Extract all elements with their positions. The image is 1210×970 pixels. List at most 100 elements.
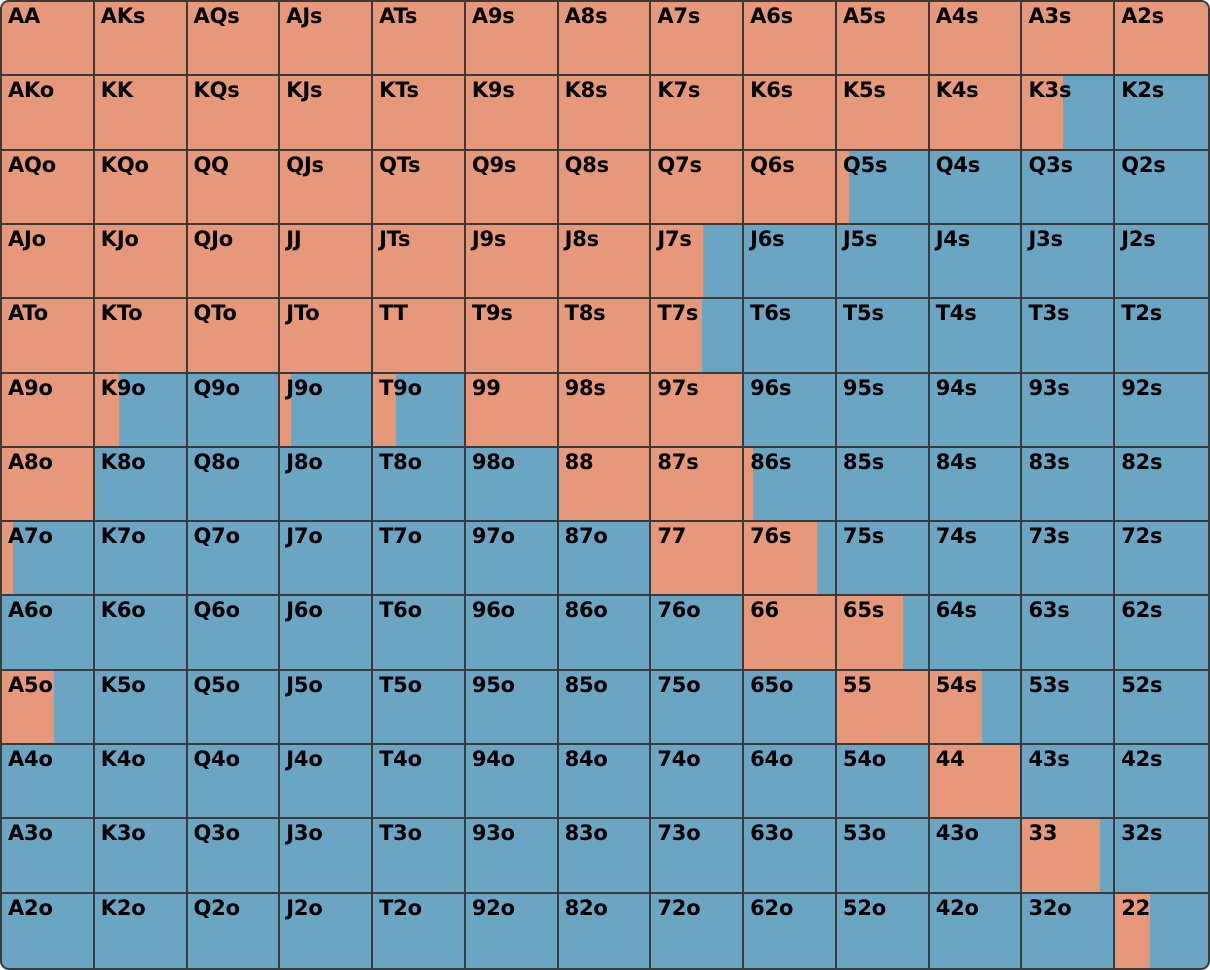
range-cell-a2o[interactable]: A2o	[2, 893, 95, 968]
range-cell-kqo[interactable]: KQo	[94, 150, 188, 225]
range-cell-j3s[interactable]: J3s	[1022, 224, 1116, 300]
range-cell-t5s[interactable]: T5s	[836, 299, 930, 374]
range-cell-q6s[interactable]: Q6s	[744, 150, 837, 225]
range-cell-k3o[interactable]: K3o	[94, 819, 188, 894]
range-cell-85o[interactable]: 85o	[558, 670, 652, 746]
range-cell-86s[interactable]: 86s	[744, 447, 837, 523]
range-cell-q8s[interactable]: Q8s	[558, 150, 652, 225]
range-cell-q7o[interactable]: Q7o	[187, 522, 281, 597]
range-cell-k9o[interactable]: K9o	[94, 373, 188, 448]
range-cell-44[interactable]: 44	[929, 745, 1023, 820]
range-cell-tt[interactable]: TT	[373, 299, 466, 374]
range-cell-94o[interactable]: 94o	[465, 745, 559, 820]
range-cell-k8o[interactable]: K8o	[94, 447, 188, 523]
range-cell-42s[interactable]: 42s	[1115, 745, 1208, 820]
range-cell-j9s[interactable]: J9s	[465, 224, 559, 300]
range-cell-96s[interactable]: 96s	[744, 373, 837, 448]
range-cell-82o[interactable]: 82o	[558, 893, 652, 968]
range-cell-j9o[interactable]: J9o	[280, 373, 374, 448]
range-cell-64s[interactable]: 64s	[929, 596, 1023, 671]
range-cell-76s[interactable]: 76s	[744, 522, 837, 597]
range-cell-a6s[interactable]: A6s	[744, 2, 837, 77]
range-cell-64o[interactable]: 64o	[744, 745, 837, 820]
range-cell-a3o[interactable]: A3o	[2, 819, 95, 894]
range-cell-93s[interactable]: 93s	[1022, 373, 1116, 448]
range-cell-ats[interactable]: ATs	[373, 2, 466, 77]
range-cell-k2s[interactable]: K2s	[1115, 76, 1208, 151]
range-cell-54s[interactable]: 54s	[929, 670, 1023, 746]
range-cell-98s[interactable]: 98s	[558, 373, 652, 448]
range-cell-t4s[interactable]: T4s	[929, 299, 1023, 374]
range-cell-t8s[interactable]: T8s	[558, 299, 652, 374]
range-cell-k4o[interactable]: K4o	[94, 745, 188, 820]
range-cell-a4s[interactable]: A4s	[929, 2, 1023, 77]
range-cell-kjs[interactable]: KJs	[280, 76, 374, 151]
range-cell-kk[interactable]: KK	[94, 76, 188, 151]
range-cell-j7o[interactable]: J7o	[280, 522, 374, 597]
range-cell-aa[interactable]: AA	[2, 2, 95, 77]
range-cell-t9s[interactable]: T9s	[465, 299, 559, 374]
range-cell-a5s[interactable]: A5s	[836, 2, 930, 77]
range-cell-q4o[interactable]: Q4o	[187, 745, 281, 820]
range-cell-74s[interactable]: 74s	[929, 522, 1023, 597]
range-cell-ajo[interactable]: AJo	[2, 224, 95, 300]
range-cell-72s[interactable]: 72s	[1115, 522, 1208, 597]
range-cell-76o[interactable]: 76o	[651, 596, 745, 671]
range-cell-jto[interactable]: JTo	[280, 299, 374, 374]
range-cell-a7s[interactable]: A7s	[651, 2, 745, 77]
range-cell-74o[interactable]: 74o	[651, 745, 745, 820]
range-cell-j5o[interactable]: J5o	[280, 670, 374, 746]
range-cell-63s[interactable]: 63s	[1022, 596, 1116, 671]
range-cell-q9s[interactable]: Q9s	[465, 150, 559, 225]
range-cell-83s[interactable]: 83s	[1022, 447, 1116, 523]
range-cell-97o[interactable]: 97o	[465, 522, 559, 597]
range-cell-j3o[interactable]: J3o	[280, 819, 374, 894]
range-cell-k6o[interactable]: K6o	[94, 596, 188, 671]
range-cell-a5o[interactable]: A5o	[2, 670, 95, 746]
range-cell-jj[interactable]: JJ	[280, 224, 374, 300]
range-cell-77[interactable]: 77	[651, 522, 745, 597]
range-cell-q7s[interactable]: Q7s	[651, 150, 745, 225]
range-cell-32o[interactable]: 32o	[1022, 893, 1116, 968]
range-cell-t9o[interactable]: T9o	[373, 373, 466, 448]
range-cell-qts[interactable]: QTs	[373, 150, 466, 225]
range-cell-a6o[interactable]: A6o	[2, 596, 95, 671]
range-cell-t6s[interactable]: T6s	[744, 299, 837, 374]
range-cell-q2s[interactable]: Q2s	[1115, 150, 1208, 225]
range-cell-q5o[interactable]: Q5o	[187, 670, 281, 746]
range-cell-66[interactable]: 66	[744, 596, 837, 671]
range-cell-53s[interactable]: 53s	[1022, 670, 1116, 746]
range-cell-83o[interactable]: 83o	[558, 819, 652, 894]
range-cell-q8o[interactable]: Q8o	[187, 447, 281, 523]
range-cell-86o[interactable]: 86o	[558, 596, 652, 671]
range-cell-k8s[interactable]: K8s	[558, 76, 652, 151]
range-cell-k5o[interactable]: K5o	[94, 670, 188, 746]
range-cell-43s[interactable]: 43s	[1022, 745, 1116, 820]
range-cell-t7s[interactable]: T7s	[651, 299, 745, 374]
range-cell-65s[interactable]: 65s	[836, 596, 930, 671]
range-cell-t8o[interactable]: T8o	[373, 447, 466, 523]
range-cell-62s[interactable]: 62s	[1115, 596, 1208, 671]
range-cell-84s[interactable]: 84s	[929, 447, 1023, 523]
range-cell-j8o[interactable]: J8o	[280, 447, 374, 523]
range-cell-aqo[interactable]: AQo	[2, 150, 95, 225]
range-cell-kto[interactable]: KTo	[94, 299, 188, 374]
range-cell-87o[interactable]: 87o	[558, 522, 652, 597]
range-cell-qq[interactable]: QQ	[187, 150, 281, 225]
range-cell-96o[interactable]: 96o	[465, 596, 559, 671]
range-cell-42o[interactable]: 42o	[929, 893, 1023, 968]
range-cell-a9s[interactable]: A9s	[465, 2, 559, 77]
range-cell-t3s[interactable]: T3s	[1022, 299, 1116, 374]
range-cell-99[interactable]: 99	[465, 373, 559, 448]
range-cell-j2s[interactable]: J2s	[1115, 224, 1208, 300]
range-cell-k9s[interactable]: K9s	[465, 76, 559, 151]
range-cell-q9o[interactable]: Q9o	[187, 373, 281, 448]
range-cell-k7s[interactable]: K7s	[651, 76, 745, 151]
range-cell-qto[interactable]: QTo	[187, 299, 281, 374]
range-cell-ajs[interactable]: AJs	[280, 2, 374, 77]
range-cell-43o[interactable]: 43o	[929, 819, 1023, 894]
range-cell-k7o[interactable]: K7o	[94, 522, 188, 597]
range-cell-ato[interactable]: ATo	[2, 299, 95, 374]
range-cell-84o[interactable]: 84o	[558, 745, 652, 820]
range-cell-j5s[interactable]: J5s	[836, 224, 930, 300]
